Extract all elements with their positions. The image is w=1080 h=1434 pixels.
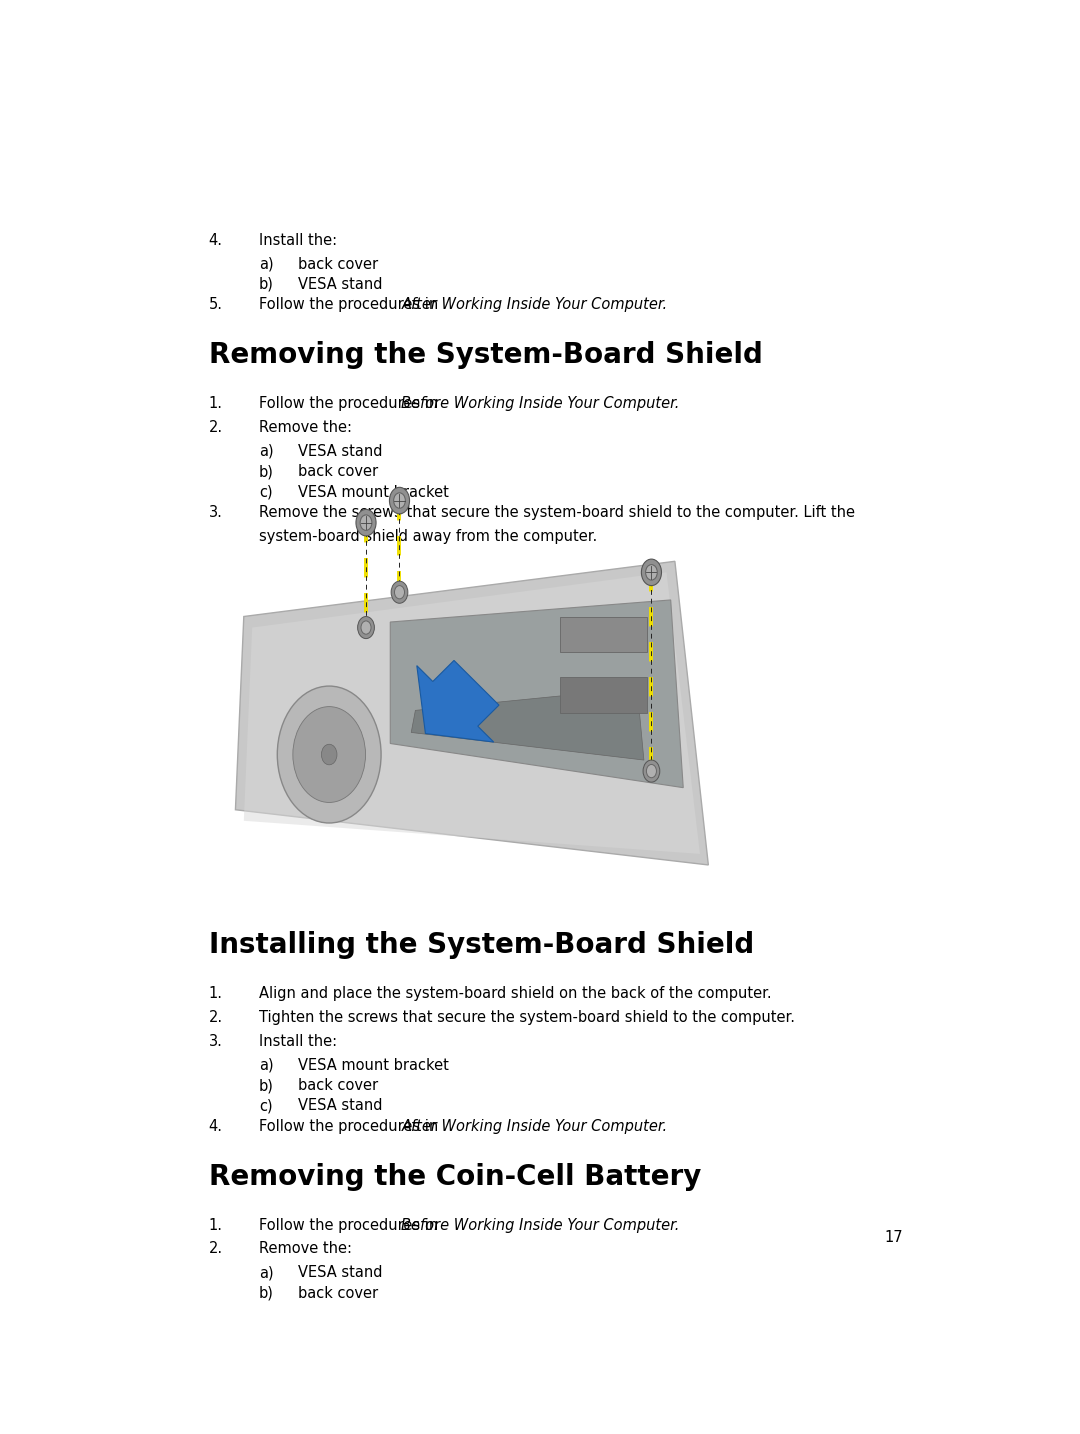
Text: 1.: 1. <box>208 987 222 1001</box>
Text: a): a) <box>259 443 273 459</box>
Text: Align and place the system-board shield on the back of the computer.: Align and place the system-board shield … <box>259 987 771 1001</box>
Text: a): a) <box>259 1265 273 1281</box>
Text: 4.: 4. <box>208 1119 222 1134</box>
Text: 2.: 2. <box>208 1010 222 1025</box>
Text: 2.: 2. <box>208 1242 222 1256</box>
Text: VESA stand: VESA stand <box>298 443 382 459</box>
Text: c): c) <box>259 485 272 499</box>
Polygon shape <box>411 688 644 760</box>
Text: After Working Inside Your Computer.: After Working Inside Your Computer. <box>402 1119 667 1134</box>
Circle shape <box>647 764 657 777</box>
Polygon shape <box>390 599 684 787</box>
Text: system-board shield away from the computer.: system-board shield away from the comput… <box>259 529 597 543</box>
Text: Tighten the screws that secure the system-board shield to the computer.: Tighten the screws that secure the syste… <box>259 1010 795 1025</box>
Text: Removing the System-Board Shield: Removing the System-Board Shield <box>208 341 762 369</box>
Text: Follow the procedures in: Follow the procedures in <box>259 1217 443 1233</box>
Text: Remove the:: Remove the: <box>259 1242 352 1256</box>
Circle shape <box>293 707 365 803</box>
Text: Remove the screws that secure the system-board shield to the computer. Lift the: Remove the screws that secure the system… <box>259 505 855 521</box>
Text: After Working Inside Your Computer.: After Working Inside Your Computer. <box>402 297 667 313</box>
Text: a): a) <box>259 1058 273 1073</box>
Text: Follow the procedures in: Follow the procedures in <box>259 396 443 412</box>
Text: 5.: 5. <box>208 297 222 313</box>
Text: 17: 17 <box>885 1230 903 1245</box>
Circle shape <box>643 760 660 782</box>
Circle shape <box>394 585 405 599</box>
Text: 1.: 1. <box>208 1217 222 1233</box>
Circle shape <box>357 617 375 638</box>
Text: Installing the System-Board Shield: Installing the System-Board Shield <box>208 931 754 959</box>
Text: b): b) <box>259 1286 273 1301</box>
Text: VESA stand: VESA stand <box>298 1098 382 1113</box>
Polygon shape <box>417 661 499 741</box>
Circle shape <box>390 488 409 513</box>
Circle shape <box>361 621 372 634</box>
Text: Follow the procedures in: Follow the procedures in <box>259 297 443 313</box>
Circle shape <box>646 565 658 581</box>
Text: back cover: back cover <box>298 465 378 479</box>
Text: 1.: 1. <box>208 396 222 412</box>
Circle shape <box>393 493 405 508</box>
Text: Follow the procedures in: Follow the procedures in <box>259 1119 443 1134</box>
Text: Before Working Inside Your Computer.: Before Working Inside Your Computer. <box>402 1217 679 1233</box>
Text: back cover: back cover <box>298 1286 378 1301</box>
Text: back cover: back cover <box>298 257 378 271</box>
Text: c): c) <box>259 1098 272 1113</box>
Text: VESA mount bracket: VESA mount bracket <box>298 485 449 499</box>
Text: VESA stand: VESA stand <box>298 1265 382 1281</box>
Text: back cover: back cover <box>298 1078 378 1093</box>
Circle shape <box>278 685 381 823</box>
Circle shape <box>642 559 661 585</box>
Text: b): b) <box>259 277 273 293</box>
Circle shape <box>356 509 376 536</box>
Polygon shape <box>235 561 708 865</box>
FancyBboxPatch shape <box>561 617 647 652</box>
Text: Install the:: Install the: <box>259 232 337 248</box>
Polygon shape <box>244 572 700 853</box>
Text: a): a) <box>259 257 273 271</box>
Text: Before Working Inside Your Computer.: Before Working Inside Your Computer. <box>402 396 679 412</box>
Text: 4.: 4. <box>208 232 222 248</box>
Text: 3.: 3. <box>208 1034 222 1048</box>
Circle shape <box>360 515 372 531</box>
Text: Removing the Coin-Cell Battery: Removing the Coin-Cell Battery <box>208 1163 701 1190</box>
Circle shape <box>322 744 337 764</box>
Text: b): b) <box>259 465 273 479</box>
Text: Install the:: Install the: <box>259 1034 337 1048</box>
Text: Remove the:: Remove the: <box>259 420 352 435</box>
Text: 2.: 2. <box>208 420 222 435</box>
Circle shape <box>391 581 408 604</box>
Text: b): b) <box>259 1078 273 1093</box>
FancyBboxPatch shape <box>561 677 647 713</box>
Text: VESA mount bracket: VESA mount bracket <box>298 1058 449 1073</box>
Text: 3.: 3. <box>208 505 222 521</box>
Text: VESA stand: VESA stand <box>298 277 382 293</box>
